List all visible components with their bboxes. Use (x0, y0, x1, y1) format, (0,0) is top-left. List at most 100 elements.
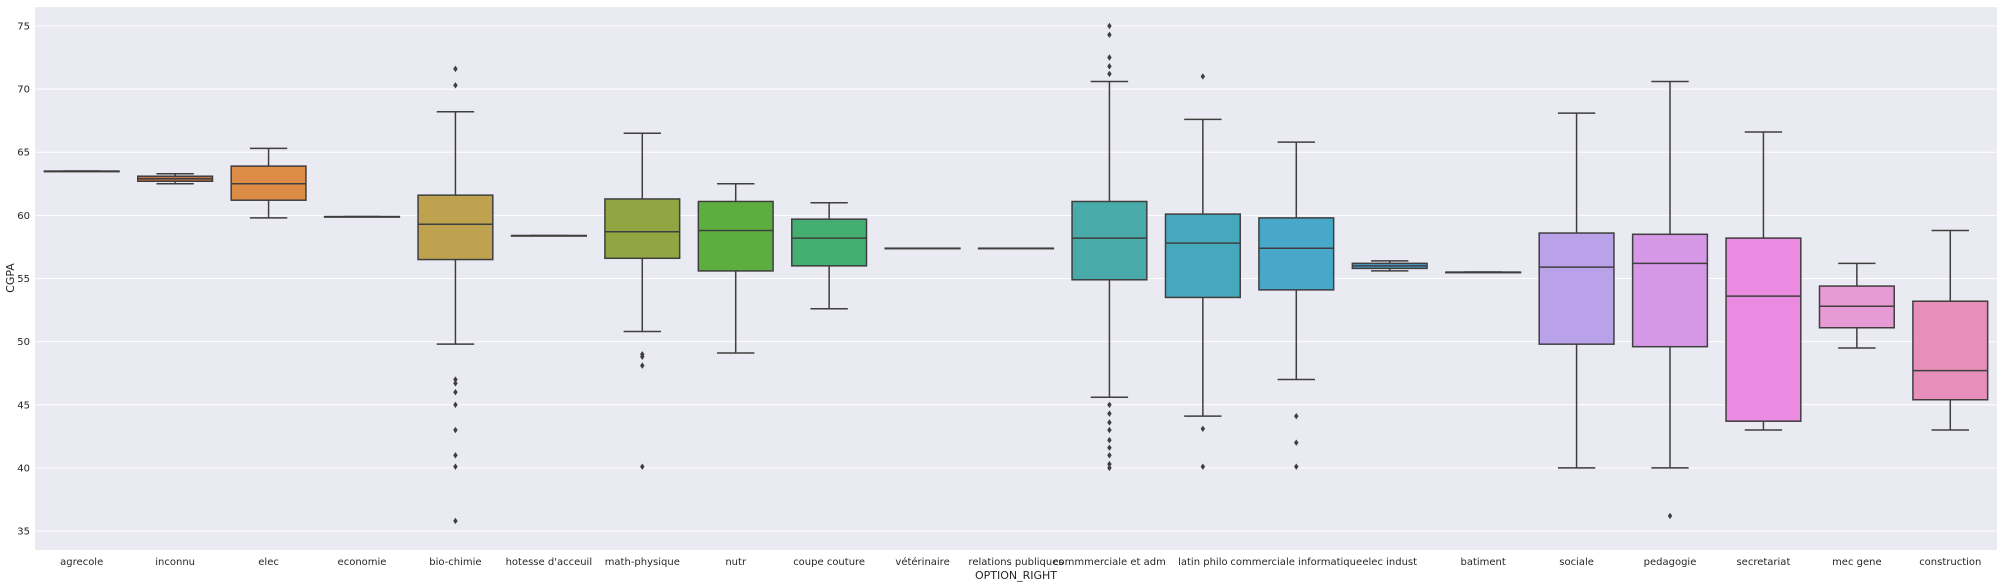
y-tick-label: 35 (17, 527, 30, 538)
outlier-point (1107, 419, 1112, 426)
box (1725, 237, 1802, 422)
outlier-point (453, 452, 458, 459)
box-group (230, 147, 307, 219)
x-tick-label: vétérinaire (895, 556, 949, 568)
outlier-point (1107, 444, 1112, 451)
x-tick-label: latin philo (1178, 557, 1227, 568)
outlier-point (1107, 70, 1112, 78)
x-tick-label: nutr (725, 557, 747, 568)
y-tick-label: 55 (17, 274, 30, 285)
box-group (1164, 73, 1241, 470)
outlier-point (1107, 452, 1112, 459)
outlier-point (453, 82, 458, 89)
outlier-point (1107, 464, 1112, 472)
outlier-point (1107, 401, 1112, 408)
box-group (791, 201, 868, 310)
box-group (1631, 80, 1709, 520)
box-group (323, 215, 401, 218)
x-tick-label: inconnu (155, 557, 195, 568)
box-group (510, 234, 587, 237)
x-tick-label: agrecole (60, 557, 103, 568)
box-group (977, 247, 1055, 250)
box-group (1071, 22, 1148, 472)
outlier-point (1667, 512, 1673, 520)
box (1258, 217, 1335, 291)
outlier-point (1107, 436, 1112, 444)
box-group (1818, 262, 1895, 349)
y-tick-label: 45 (17, 400, 30, 411)
x-tick-label: math-physique (605, 557, 680, 568)
outlier-point (1107, 410, 1112, 417)
box-group (1912, 229, 1989, 431)
box (1164, 213, 1241, 299)
box-group (884, 247, 961, 250)
y-axis-title: CGPA (4, 263, 17, 293)
x-tick-label: elec indust (1362, 557, 1417, 568)
x-tick-label: sociale (1559, 557, 1594, 568)
x-tick-label: coupe couture (793, 557, 865, 568)
box (1538, 232, 1615, 345)
y-axis-ticks: 35 40 45 50 55 60 65 70 75 (17, 21, 30, 537)
y-tick-label: 75 (17, 21, 30, 32)
y-tick-label: 70 (17, 85, 30, 96)
x-tick-label: mec gene (1832, 557, 1882, 568)
outlier-point (1107, 426, 1112, 434)
outlier-point (1294, 439, 1299, 446)
x-tick-label: elec (258, 557, 279, 568)
box-group (43, 170, 120, 173)
x-tick-label: pedagogie (1644, 557, 1697, 568)
outlier-point (640, 353, 645, 360)
x-tick-label: bio-chimie (429, 557, 481, 568)
outlier-point (453, 380, 458, 387)
box-group (1725, 131, 1802, 431)
box (791, 218, 868, 267)
outlier-point (1107, 54, 1112, 61)
box (604, 198, 681, 260)
outlier-point (1107, 31, 1112, 38)
outlier-point (1107, 460, 1112, 468)
outlier-point (453, 463, 458, 470)
outlier-point (1294, 412, 1299, 420)
box (1071, 200, 1148, 281)
box (1912, 300, 1989, 401)
box (417, 194, 494, 261)
box-group (417, 65, 494, 525)
x-axis-ticks: agrecole inconnu elec economie bio-chimie hot… (60, 556, 1981, 568)
box-group (1351, 260, 1428, 272)
outlier-point (453, 426, 458, 434)
outlier-point (1200, 463, 1206, 470)
outlier-point (1107, 63, 1112, 70)
box (697, 200, 774, 272)
x-tick-label: economie (338, 557, 387, 568)
outlier-point (640, 463, 645, 470)
x-tick-label: hotesse d'acceuil (506, 557, 593, 568)
x-tick-label: commmerciale et adm (1053, 557, 1166, 568)
box-group (137, 172, 214, 185)
y-tick-label: 50 (17, 337, 30, 348)
x-axis-title: OPTION_RIGHT (975, 569, 1057, 582)
x-tick-label: secretariat (1736, 557, 1790, 568)
outlier-point (1200, 425, 1206, 432)
y-tick-label: 60 (17, 211, 30, 222)
outlier-point (640, 362, 645, 369)
x-tick-label: construction (1919, 557, 1981, 568)
outlier-point (1294, 463, 1299, 470)
outlier-point (453, 517, 458, 525)
y-tick-label: 65 (17, 148, 30, 159)
box-group (1538, 112, 1615, 469)
box-group (1445, 271, 1522, 274)
outlier-point (453, 65, 458, 73)
y-tick-label: 40 (17, 463, 30, 474)
outlier-point (1200, 73, 1206, 80)
outlier-point (453, 401, 458, 408)
box-series (43, 22, 1989, 525)
outlier-point (1107, 22, 1112, 30)
outlier-point (453, 376, 458, 383)
x-tick-label: batiment (1460, 557, 1505, 568)
outlier-point (453, 388, 458, 396)
box-group (604, 132, 681, 470)
x-tick-label: commerciale informatique (1230, 557, 1362, 568)
box-group (1258, 141, 1335, 470)
x-tick-label: relations publiques (968, 557, 1063, 568)
